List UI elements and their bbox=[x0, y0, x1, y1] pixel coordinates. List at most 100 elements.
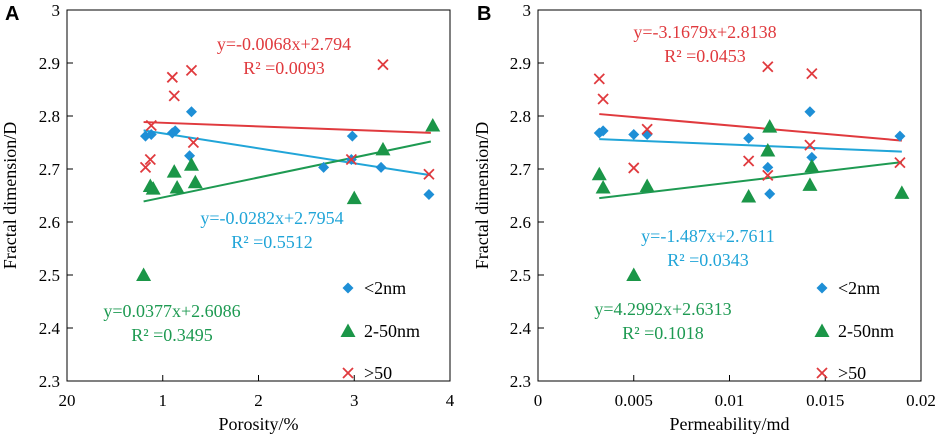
panel-b-y-axis-title: Fractal dimension/D bbox=[472, 122, 492, 269]
panel-a-legend-marker-gt50 bbox=[342, 367, 354, 379]
panel-a-fit-line-gt50 bbox=[143, 121, 431, 134]
panel-b-point-mid bbox=[802, 177, 818, 191]
panel-a-legend-label-lt2: <2nm bbox=[364, 278, 406, 298]
panel-b-xtick-label: 0.01 bbox=[715, 391, 745, 410]
panel-b-point-gt50-stroke-b bbox=[804, 139, 816, 151]
panel-b-point-gt50-stroke-b bbox=[762, 61, 774, 73]
panel-b-point-gt50-stroke-b bbox=[628, 162, 640, 174]
panel-a-ytick-label: 2.4 bbox=[39, 319, 61, 338]
panel-b-point-lt2 bbox=[597, 125, 609, 137]
panel-b-legend-marker-lt2 bbox=[816, 282, 828, 294]
panel-b-point-lt2 bbox=[641, 129, 653, 141]
panel-a-point-lt2 bbox=[185, 106, 197, 118]
panel-a-r2-gt50: R² =0.0093 bbox=[243, 58, 325, 78]
panel-b-ytick-label: 3 bbox=[523, 1, 532, 20]
panel-a-point-gt50-stroke-b bbox=[168, 90, 180, 102]
panel-a-point-mid bbox=[375, 141, 391, 156]
panel-a-xtick-label: 1 bbox=[159, 391, 168, 410]
panel-b-point-gt50-stroke-b bbox=[743, 155, 755, 167]
panel-a-letter: A bbox=[5, 3, 19, 25]
panel-a-point-gt50 bbox=[145, 119, 157, 132]
panel-b-point-gt50 bbox=[593, 73, 605, 85]
panel-b-point-mid bbox=[639, 178, 655, 192]
panel-b-xtick-label: 0.015 bbox=[806, 391, 844, 410]
panel-b-point-lt2 bbox=[894, 130, 906, 142]
panel-b-point-gt50-stroke-b bbox=[806, 67, 818, 80]
panel-b-equation-lt2: y=-1.487x+2.7611 bbox=[641, 226, 775, 246]
panel-b-ytick-label: 2.3 bbox=[510, 372, 531, 391]
panel-a-point-gt50 bbox=[185, 64, 198, 77]
panel-b-point-mid bbox=[894, 185, 910, 199]
panel-a-legend-marker-gt50-stroke-b bbox=[342, 367, 354, 379]
panel-a-ytick-label: 2.5 bbox=[39, 266, 60, 285]
panel-a-point-gt50-stroke-b bbox=[139, 161, 152, 174]
panel-a-ytick-label: 2.7 bbox=[39, 160, 61, 179]
panel-b-point-mid bbox=[804, 158, 820, 173]
panel-b-equation-gt50: y=-3.1679x+2.8138 bbox=[633, 22, 776, 42]
panel-b-x-axis-title: Permeability/md bbox=[670, 414, 790, 434]
panel-b-equation-mid: y=4.2992x+2.6313 bbox=[594, 299, 731, 319]
panel-b-letter: B bbox=[477, 3, 491, 25]
panel-b-legend-label-gt50: >50 bbox=[838, 363, 866, 383]
panel-a-r2-lt2: R² =0.5512 bbox=[231, 232, 313, 252]
panel-a-point-lt2 bbox=[423, 188, 435, 200]
panel-a-point-gt50 bbox=[345, 153, 358, 166]
panel-b-legend-marker-gt50 bbox=[816, 367, 828, 379]
panel-b-r2-gt50: R² =0.0453 bbox=[664, 46, 746, 66]
panel-b-point-lt2 bbox=[764, 188, 776, 200]
panel-b-ytick-label: 2.8 bbox=[510, 107, 531, 126]
panel-b-legend-marker-gt50-stroke-b bbox=[816, 367, 828, 379]
panel-a-legend-label-mid: 2-50nm bbox=[364, 321, 420, 341]
panel-a-point-gt50 bbox=[423, 168, 435, 180]
panel-b-point-gt50-stroke-b bbox=[593, 73, 605, 85]
panel-a-point-mid bbox=[187, 174, 203, 189]
panel-a-legend-label-gt50: >50 bbox=[364, 363, 392, 383]
panel-a-point-gt50-stroke-b bbox=[185, 64, 198, 77]
panel-a-x-axis-title: Porosity/% bbox=[218, 414, 298, 434]
panel-b-ytick-label: 2.6 bbox=[510, 213, 531, 232]
panel-a-point-gt50-stroke-b bbox=[377, 58, 389, 71]
panel-a-point-mid bbox=[166, 164, 182, 178]
panel-b-xtick-label: 0.005 bbox=[615, 391, 653, 410]
panel-b-point-mid bbox=[762, 119, 778, 133]
panel-a-r2-mid: R² =0.3495 bbox=[131, 325, 213, 345]
panel-b-point-gt50-stroke-b bbox=[894, 157, 906, 169]
panel-b-point-mid bbox=[591, 166, 607, 181]
panel-b-ytick-label: 2.9 bbox=[510, 54, 531, 73]
panel-b-fit-line-lt2 bbox=[599, 138, 902, 153]
panel-a-point-mid bbox=[183, 157, 199, 171]
panel-a: A 2.3 2.4 2.5 2.6 2.7 2.8 2.9 3 20 1 2 3 4 Porosity/% F… bbox=[0, 1, 455, 434]
panel-a-point-gt50-stroke-b bbox=[423, 168, 435, 180]
panel-a-point-lt2 bbox=[184, 150, 196, 162]
panel-b-point-mid bbox=[741, 189, 757, 203]
panel-b-point-gt50 bbox=[762, 169, 774, 181]
panel-a-ytick-label: 2.3 bbox=[39, 372, 60, 391]
panel-b-point-lt2 bbox=[628, 129, 640, 141]
panel-b-point-gt50 bbox=[628, 162, 640, 174]
panel-b-ytick-label: 2.7 bbox=[510, 160, 532, 179]
panel-a-ytick-label: 2.9 bbox=[39, 54, 60, 73]
panel-b-point-mid bbox=[760, 142, 776, 157]
panel-a-legend-marker-mid bbox=[340, 323, 356, 337]
panel-b-ytick-label: 2.5 bbox=[510, 266, 531, 285]
panel-a-ytick-label: 2.8 bbox=[39, 107, 60, 126]
panel-a-point-gt50-stroke-b bbox=[166, 71, 178, 83]
panel-b-legend-label-lt2: <2nm bbox=[838, 278, 880, 298]
panel-a-legend-marker-lt2 bbox=[342, 282, 354, 294]
panel-a-point-lt2 bbox=[346, 130, 358, 142]
panel-a-point-mid bbox=[169, 180, 185, 194]
panel-b-point-mid bbox=[626, 267, 642, 281]
panel-b-xtick-label: 0 bbox=[534, 391, 543, 410]
panel-a-point-mid bbox=[145, 181, 161, 195]
panel-a-point-gt50-stroke-b bbox=[145, 119, 157, 132]
panel-b-point-mid bbox=[595, 180, 611, 194]
panel-a-xtick-label: 2 bbox=[254, 391, 263, 410]
panel-b-fit-line-gt50 bbox=[599, 113, 902, 142]
panel-b-legend-label-mid: 2-50nm bbox=[838, 321, 894, 341]
panel-b-point-gt50 bbox=[894, 157, 906, 169]
panel-a-point-lt2 bbox=[145, 129, 157, 141]
panel-a-point-mid bbox=[346, 190, 362, 205]
panel-a-point-mid bbox=[136, 267, 152, 281]
panel-b-point-gt50-stroke-b bbox=[641, 123, 653, 135]
